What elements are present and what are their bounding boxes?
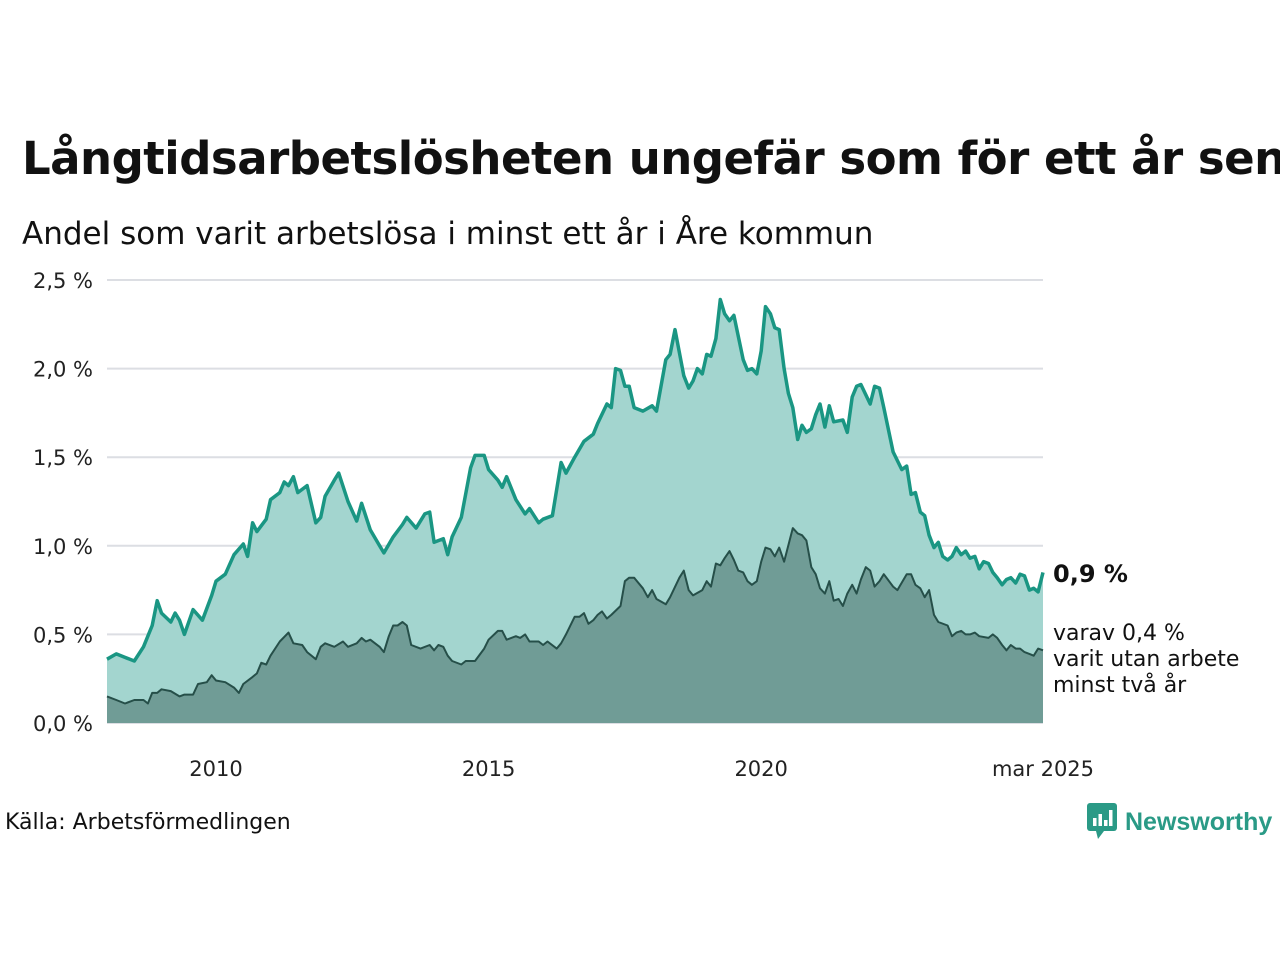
source-note: Källa: Arbetsförmedlingen: [5, 810, 291, 835]
line-long-term: [106, 297, 1045, 663]
y-tick-label: 2,5 %: [33, 269, 93, 293]
area-two-years: [107, 528, 1043, 723]
x-tick-label: mar 2025: [992, 757, 1094, 781]
chart-title: Långtidsarbetslösheten ungefär som för e…: [22, 132, 1280, 185]
end-sub-label: minst två år: [1053, 672, 1187, 698]
y-tick-label: 1,0 %: [33, 535, 93, 559]
newsworthy-logo: Newsworthy: [1087, 803, 1272, 841]
brand-name: Newsworthy: [1125, 807, 1273, 836]
chart-lines: [106, 297, 1045, 705]
end-sub-label: varav 0,4 %: [1053, 621, 1185, 646]
line-two-years: [106, 527, 1044, 705]
x-tick-label: 2015: [462, 757, 515, 781]
x-tick-label: 2010: [189, 757, 242, 781]
y-tick-label: 0,0 %: [33, 712, 93, 736]
end-sub-label: varit utan arbete: [1053, 647, 1239, 672]
x-axis-labels: 2010 2015 2020 mar 2025: [189, 757, 1094, 781]
y-axis-labels: 0,0 % 0,5 % 1,0 % 1,5 % 2,0 % 2,5 %: [33, 269, 93, 736]
y-tick-label: 1,5 %: [33, 446, 93, 470]
y-tick-label: 0,5 %: [33, 623, 93, 647]
chart-areas: [107, 299, 1043, 723]
end-value-label: 0,9 %: [1053, 560, 1128, 588]
chart-subtitle: Andel som varit arbetslösa i minst ett å…: [22, 216, 874, 252]
x-tick-label: 2020: [734, 757, 787, 781]
y-tick-label: 2,0 %: [33, 358, 93, 382]
newsworthy-icon: [1087, 803, 1117, 839]
